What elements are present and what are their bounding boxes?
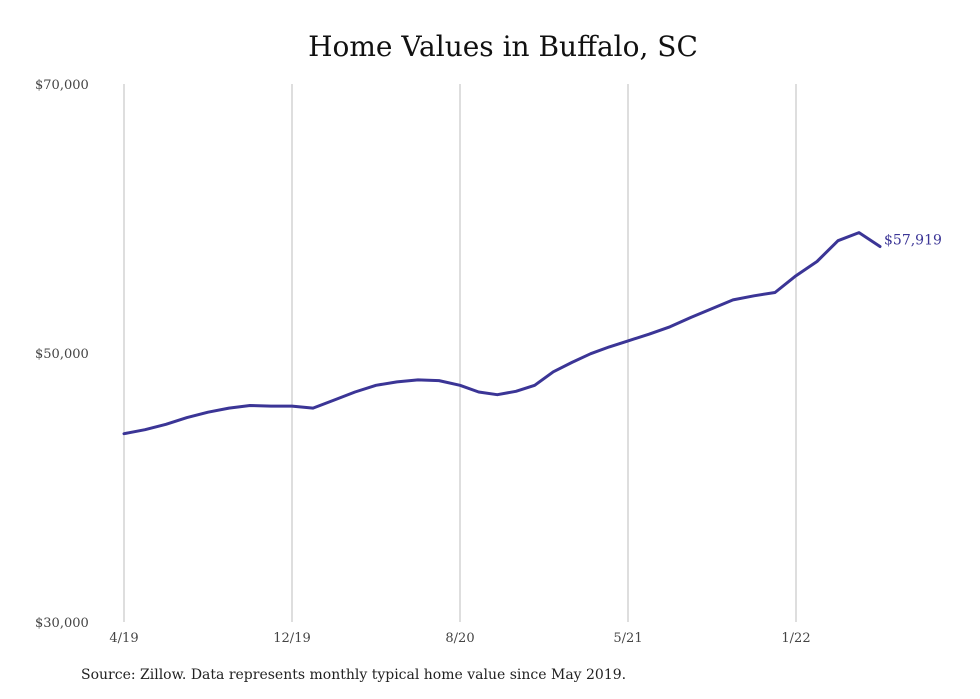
x-tick-label: 8/20 [445,631,474,646]
x-tick-label: 5/21 [613,631,642,646]
y-tick-label: $50,000 [35,347,89,362]
end-value-label: $57,919 [884,232,942,248]
source-note: Source: Zillow. Data represents monthly … [81,667,627,683]
y-tick-label: $70,000 [35,78,89,93]
x-tick-label: 12/19 [273,631,310,646]
series-line [122,231,882,436]
x-tick-label: 1/22 [781,631,810,646]
y-tick-label: $30,000 [35,616,89,631]
x-tick-label: 4/19 [109,631,138,646]
chart-title: Home Values in Buffalo, SC [308,30,698,63]
